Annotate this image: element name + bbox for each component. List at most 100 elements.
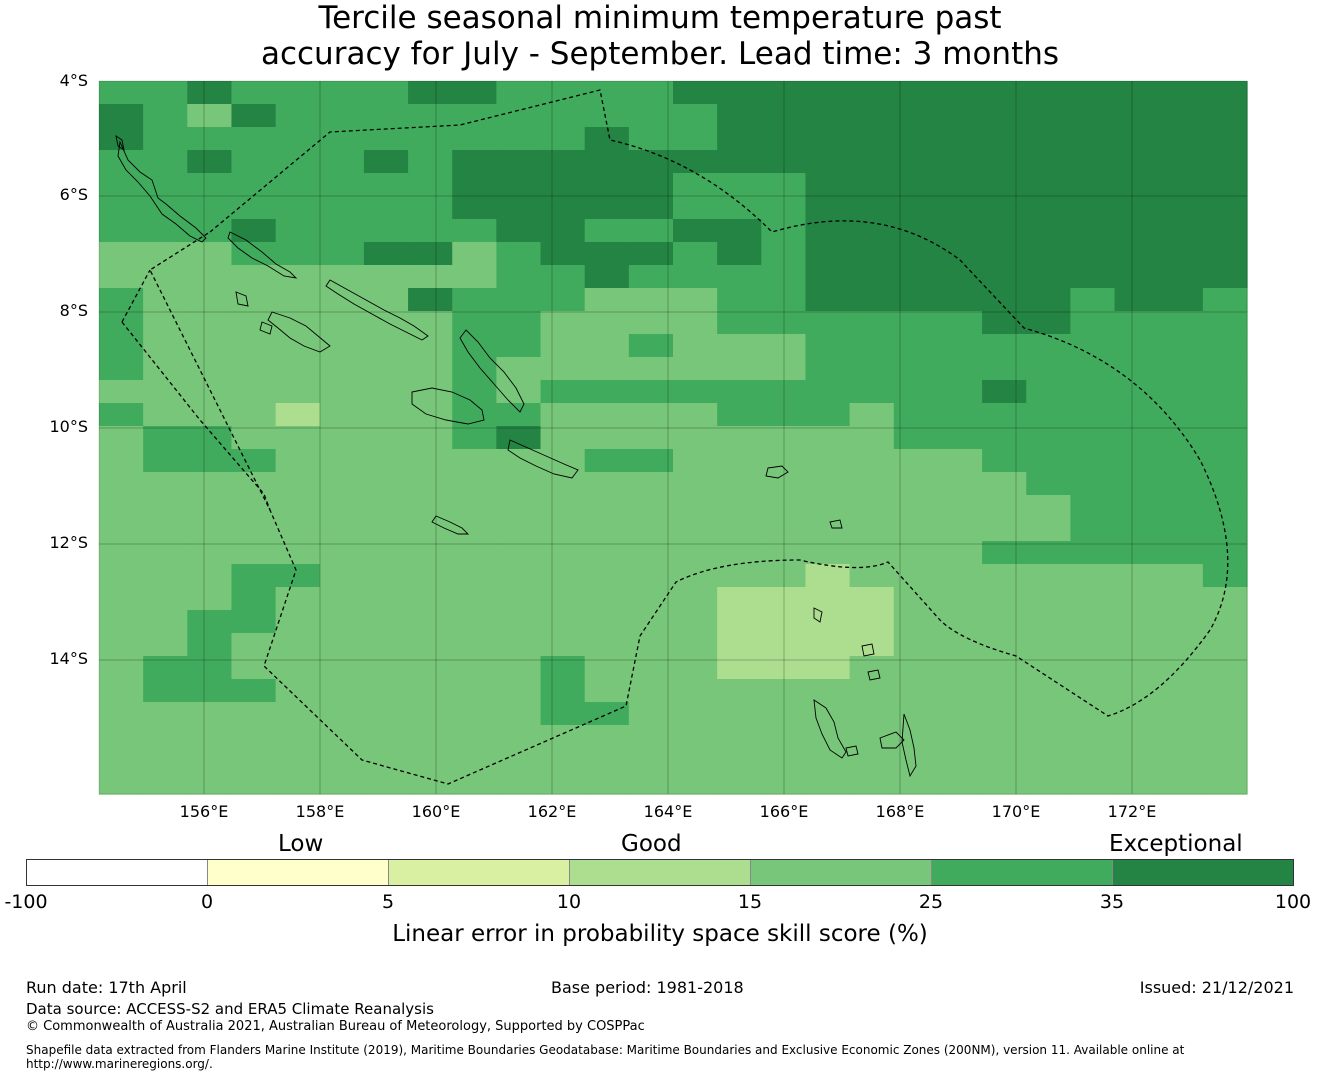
skill-cell	[231, 679, 277, 703]
skill-cell	[849, 564, 895, 588]
data-source: Data source: ACCESS-S2 and ERA5 Climate …	[26, 1000, 434, 1018]
skill-cell	[1158, 173, 1204, 197]
skill-cell	[275, 173, 321, 197]
skill-cell	[673, 656, 718, 680]
skill-cell	[99, 748, 144, 772]
skill-cell	[231, 150, 277, 174]
skill-cell	[1114, 403, 1160, 427]
skill-cell	[584, 449, 630, 473]
skill-cell	[1070, 656, 1116, 680]
skill-cell	[540, 495, 586, 519]
skill-cell	[187, 127, 233, 151]
skill-cell	[275, 587, 321, 611]
skill-cell	[1026, 196, 1071, 220]
island-malekula	[879, 731, 905, 749]
skill-cell	[363, 81, 409, 105]
skill-cell	[363, 725, 409, 749]
skill-cell	[1026, 242, 1071, 266]
lon-label: 160°E	[411, 802, 461, 821]
graticule	[99, 81, 1247, 794]
skill-cell	[496, 702, 542, 726]
skill-cell	[893, 196, 939, 220]
skill-cell	[849, 587, 895, 611]
skill-cell	[275, 633, 321, 657]
skill-cell	[1202, 242, 1248, 266]
skill-cell	[761, 748, 807, 772]
colorbar-tick-label: -100	[4, 891, 48, 913]
skill-cell	[231, 771, 277, 795]
skill-cell	[1026, 334, 1071, 358]
skill-cell	[1026, 127, 1071, 151]
skill-cell	[319, 104, 365, 128]
island-rennell	[431, 515, 470, 535]
skill-cell	[143, 334, 188, 358]
skill-cell	[143, 771, 188, 795]
skill-cell	[496, 541, 542, 565]
skill-cell	[628, 656, 674, 680]
skill-cell	[1202, 334, 1248, 358]
skill-cell	[628, 587, 674, 611]
skill-cell	[187, 725, 233, 749]
skill-cell	[849, 219, 895, 243]
skill-cell	[319, 311, 365, 335]
skill-cell	[1114, 748, 1160, 772]
skill-cell	[761, 495, 807, 519]
skill-cell	[452, 403, 497, 427]
skill-cell	[673, 587, 718, 611]
skill-cell	[982, 518, 1027, 542]
island-new-georgia	[267, 311, 331, 353]
skill-cell	[937, 104, 983, 128]
skill-cell	[275, 242, 321, 266]
skill-cell	[717, 587, 762, 611]
run-date: Run date: 17th April	[26, 978, 187, 997]
skill-cell	[408, 541, 453, 565]
island-bougainville	[117, 140, 207, 243]
skill-cell	[496, 656, 542, 680]
skill-grid	[99, 81, 1248, 795]
skill-cell	[717, 518, 762, 542]
skill-cell	[540, 472, 586, 496]
skill-cell	[231, 518, 277, 542]
skill-cell	[187, 495, 233, 519]
skill-cell	[717, 219, 762, 243]
skill-cell	[1202, 449, 1248, 473]
lon-label: 168°E	[875, 802, 925, 821]
skill-cell	[1202, 748, 1248, 772]
skill-cell	[1114, 426, 1160, 450]
skill-cell	[363, 702, 409, 726]
skill-cell	[231, 426, 277, 450]
skill-cell	[1070, 334, 1116, 358]
skill-cell	[1158, 334, 1204, 358]
skill-cell	[275, 541, 321, 565]
skill-cell	[231, 541, 277, 565]
skill-cell	[99, 311, 144, 335]
skill-cell	[231, 173, 277, 197]
skill-cell	[982, 104, 1027, 128]
skill-cell	[893, 472, 939, 496]
skill-cell	[363, 771, 409, 795]
skill-cell	[849, 127, 895, 151]
skill-cell	[275, 702, 321, 726]
island-vella-lavella	[235, 291, 249, 307]
skill-cell	[1070, 150, 1116, 174]
skill-cell	[893, 633, 939, 657]
skill-cell	[761, 288, 807, 312]
skill-cell	[1202, 288, 1248, 312]
skill-cell	[231, 564, 277, 588]
skill-cell	[319, 725, 365, 749]
skill-cell	[584, 748, 630, 772]
skill-cell	[1070, 771, 1116, 795]
skill-cell	[1026, 219, 1071, 243]
skill-cell	[319, 196, 365, 220]
skill-cell	[673, 357, 718, 381]
skill-cell	[1070, 127, 1116, 151]
skill-cell	[982, 449, 1027, 473]
skill-cell	[540, 196, 586, 220]
skill-cell	[805, 541, 851, 565]
lon-label: 166°E	[759, 802, 809, 821]
skill-cell	[1114, 357, 1160, 381]
skill-cell	[1026, 311, 1071, 335]
skill-cell	[1114, 150, 1160, 174]
skill-cell	[1114, 518, 1160, 542]
skill-cell	[1114, 495, 1160, 519]
